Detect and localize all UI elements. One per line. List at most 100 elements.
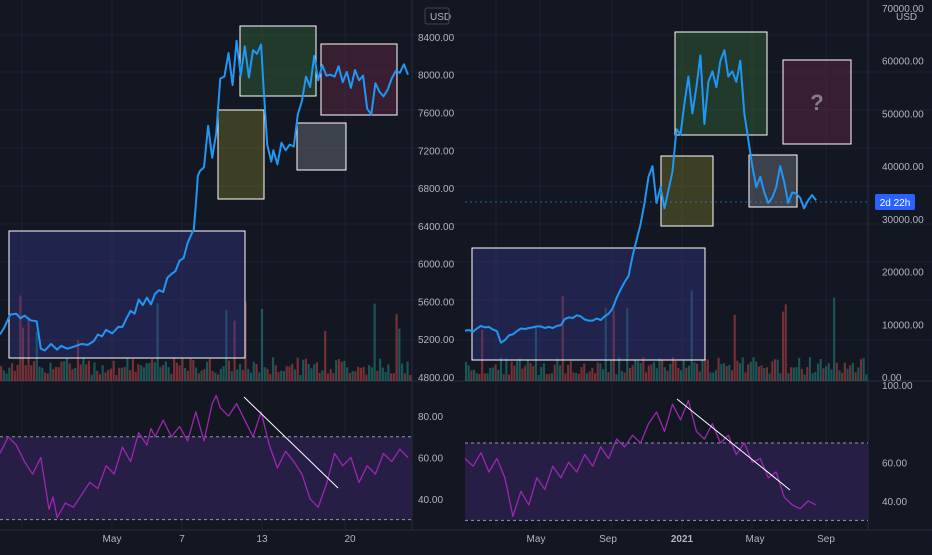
right-volume-bar-105: [747, 364, 750, 381]
right-volume-bar-39: [569, 361, 572, 381]
left-volume-bar-101: [277, 372, 280, 381]
left-rsi-tick-1: 60.00: [418, 454, 443, 465]
right-rsi-line: [464, 399, 817, 518]
right-volume-bar-124: [798, 357, 801, 381]
right-volume-bar-77: [671, 357, 674, 381]
left-volume-bar-4: [10, 363, 14, 381]
right-volume-bar-80: [679, 370, 683, 381]
left-time-tick-1: 7: [179, 534, 185, 545]
left-volume-bar-51: [140, 365, 143, 381]
left-volume-bar-49: [134, 371, 137, 381]
right-volume-bar-0: [465, 361, 468, 381]
right-price-tick-1: 60000.00: [882, 57, 924, 68]
right-rsi-tick-0: 100.00: [882, 381, 913, 392]
left-price-tick-4: 6800.00: [418, 184, 455, 195]
left-currency-box: [424, 7, 450, 25]
right-volume-bar-23: [526, 360, 529, 381]
right-volume-bar-9: [489, 367, 492, 381]
left-volume-bar-69: [189, 358, 192, 381]
right-time-tick-2: 2021: [671, 534, 694, 545]
left-volume-bar-63: [173, 357, 176, 381]
right-volume-bar-126: [803, 374, 806, 381]
left-volume-bar-102: [280, 370, 283, 381]
right-volume-bar-55: [612, 310, 615, 381]
left-volume-bar-27: [74, 367, 77, 381]
left-volume-bar-93: [255, 364, 258, 381]
right-volume-bar-149: [865, 374, 868, 381]
right-top-box: [674, 31, 768, 136]
right-volume-bar-93: [714, 370, 717, 381]
right-volume-bar-74: [663, 367, 666, 381]
right-volume-bar-36: [561, 295, 564, 381]
right-volume-bar-125: [800, 368, 803, 381]
left-volume-bar-143: [392, 373, 395, 381]
left-volume-bar-83: [227, 360, 231, 381]
right-price-tick-6: 10000.00: [882, 320, 924, 331]
right-volume-bar-115: [773, 359, 777, 381]
right-volume-bar-2: [470, 370, 473, 381]
left-breakout-box: [217, 109, 265, 200]
right-volume-bar-103: [741, 357, 744, 381]
left-volume-bar-56: [153, 362, 156, 381]
left-volume-bar-64: [175, 362, 178, 381]
left-volume-bar-147: [403, 373, 406, 381]
right-volume-bar-40: [572, 372, 575, 381]
left-volume-bar-18: [49, 362, 52, 381]
left-currency-label: USD: [430, 12, 451, 23]
left-volume-bar-19: [52, 369, 55, 381]
left-volume-bar-45: [123, 366, 126, 381]
right-price-tick-7: 0.00: [882, 373, 902, 384]
right-volume-bar-14: [502, 374, 505, 381]
left-pullback-box: [296, 122, 347, 171]
right-volume-bar-6: [481, 329, 484, 381]
left-volume-bar-8: [21, 327, 25, 381]
right-volume-bar-43: [580, 367, 583, 381]
right-rsi-tick-2: 40.00: [882, 497, 907, 508]
left-volume-bar-82: [225, 309, 228, 381]
right-volume-bar-67: [645, 372, 648, 381]
left-volume-bar-26: [71, 369, 74, 381]
left-volume-bar-78: [214, 372, 217, 381]
right-volume-bar-138: [835, 362, 838, 381]
left-volume-bar-124: [340, 361, 343, 381]
right-volume-bar-83: [687, 365, 691, 381]
left-volume-bar-106: [291, 363, 294, 381]
right-volume-bar-50: [599, 363, 602, 381]
left-volume-bar-31: [85, 364, 88, 381]
left-volume-bar-127: [348, 373, 351, 381]
right-volume-bar-3: [473, 369, 476, 381]
right-volume-bar-48: [593, 373, 597, 381]
left-volume-bar-22: [60, 361, 63, 381]
left-volume-bar-110: [302, 359, 305, 381]
right-volume-bar-30: [545, 374, 548, 381]
right-volume-bar-139: [838, 370, 841, 381]
right-volume-bar-47: [591, 367, 594, 381]
right-rsi-tick-1: 60.00: [882, 458, 907, 469]
right-time-tick-1: Sep: [599, 534, 617, 545]
left-volume-bar-6: [16, 364, 19, 381]
right-volume-bar-133: [822, 368, 825, 381]
left-volume-bar-29: [79, 364, 82, 381]
right-volume-bar-54: [610, 359, 613, 381]
left-volume-bar-37: [101, 365, 104, 381]
right-accumulation-box: [471, 247, 706, 361]
right-volume-bar-35: [559, 365, 562, 381]
left-volume-bar-84: [230, 371, 233, 381]
right-volume-bar-42: [577, 373, 580, 381]
right-volume-bar-21: [521, 368, 524, 381]
right-volume-bar-147: [859, 359, 863, 381]
left-volume-bar-0: [0, 366, 3, 381]
right-volume-bar-95: [720, 364, 723, 381]
left-volume-bar-85: [233, 320, 236, 381]
left-volume-bar-125: [343, 360, 346, 381]
left-volume-bar-42: [115, 374, 118, 381]
right-volume-bar-122: [792, 367, 795, 381]
left-volume-bar-16: [43, 372, 47, 381]
left-volume-bar-103: [282, 371, 286, 381]
left-volume-bar-54: [148, 362, 151, 381]
right-volume-bar-69: [650, 364, 653, 381]
right-volume-bar-37: [564, 373, 567, 381]
left-price-tick-6: 6000.00: [418, 260, 455, 271]
left-volume-bar-97: [266, 368, 269, 381]
